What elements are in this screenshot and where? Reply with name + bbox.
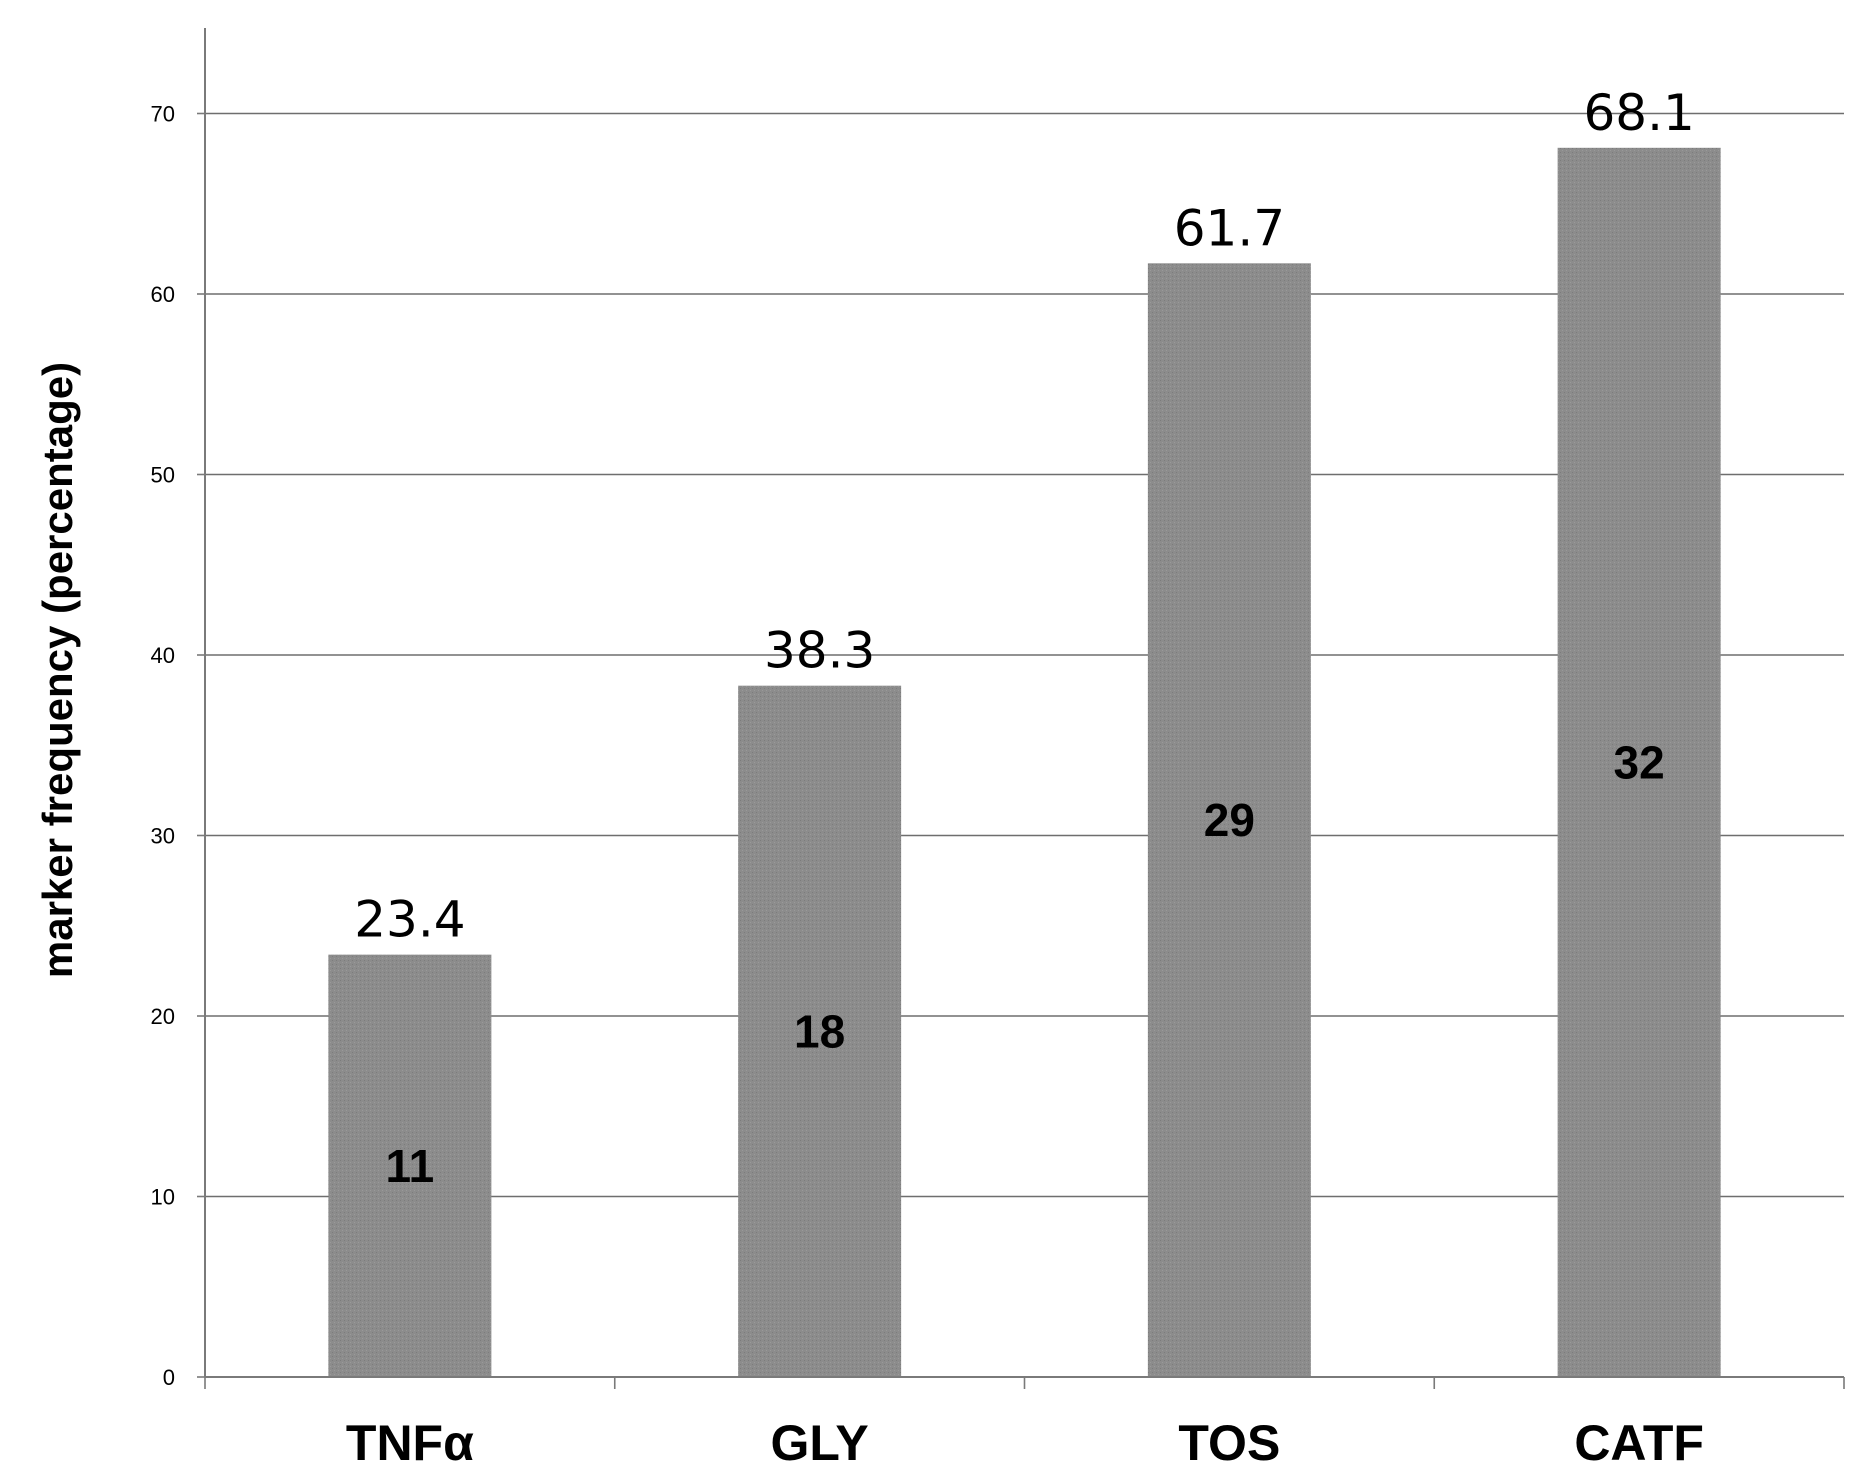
bars (328, 147, 1721, 1378)
y-tick-label: 40 (151, 643, 175, 668)
bar-count-label: 11 (386, 1140, 435, 1192)
bar (328, 954, 492, 1377)
y-tick-label: 0 (163, 1365, 175, 1390)
bar (738, 685, 902, 1377)
y-tick-label: 60 (151, 282, 175, 307)
bar (1557, 147, 1721, 1377)
bar-value-label: 23.4 (354, 891, 465, 949)
y-tick-label: 30 (151, 824, 175, 849)
y-tick-label: 20 (151, 1004, 175, 1029)
x-category-label: CATF (1574, 1415, 1704, 1471)
y-tick-labels: 0 10 20 30 40 50 60 70 (151, 102, 205, 1390)
x-category-label: TNFα (346, 1415, 474, 1471)
x-category-label: GLY (771, 1415, 869, 1471)
bar-value-label: 68.1 (1583, 84, 1694, 142)
bar (1147, 263, 1311, 1378)
data-labels: 23.4 11 TNFα 38.3 18 GLY 61.7 29 TOS 68.1 32 CATF (346, 84, 1704, 1471)
x-category-label: TOS (1178, 1415, 1280, 1471)
bar-value-label: 61.7 (1174, 199, 1285, 257)
bar-value-label: 38.3 (764, 622, 875, 680)
y-axis-title: marker frequency (percentage) (34, 362, 81, 978)
bar-count-label: 29 (1204, 794, 1255, 846)
y-tick-label: 10 (151, 1185, 175, 1210)
y-tick-label: 70 (151, 102, 175, 127)
x-tick-marks (204, 1377, 1845, 1389)
bar-count-label: 18 (794, 1005, 845, 1057)
y-tick-label: 50 (151, 463, 175, 488)
bar-count-label: 32 (1614, 736, 1665, 788)
